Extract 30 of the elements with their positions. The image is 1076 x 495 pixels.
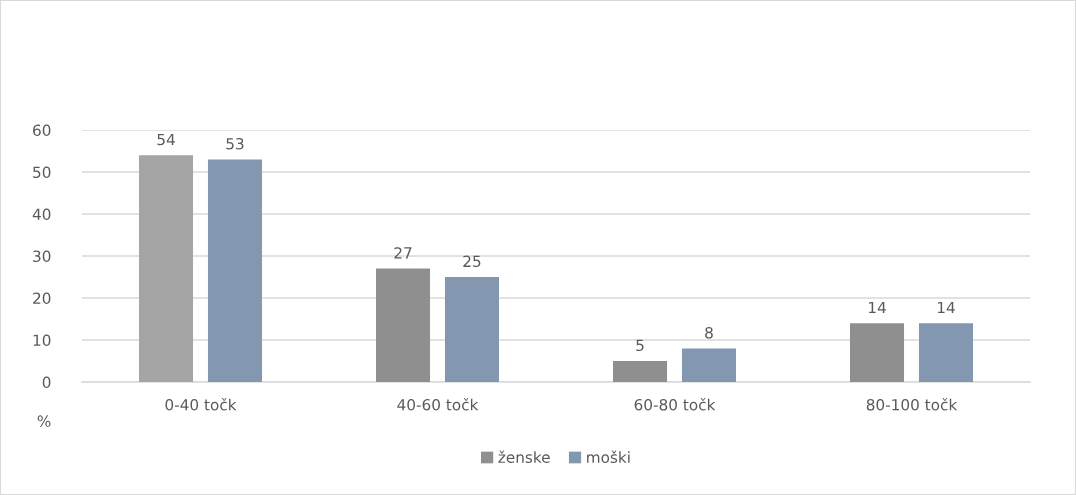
- legend-label: ženske: [498, 450, 550, 464]
- x-tick-label: 40-60 točk: [397, 398, 479, 411]
- data-label: 25: [463, 255, 481, 268]
- x-tick-label: 0-40 točk: [165, 398, 237, 411]
- y-tick-label: 50: [33, 166, 51, 179]
- bar: [613, 361, 668, 382]
- x-tick-label: 80-100 točk: [866, 398, 958, 411]
- y-axis-title: %: [37, 415, 51, 427]
- data-label: 8: [705, 326, 713, 339]
- y-tick-label: 30: [33, 250, 51, 263]
- y-tick-label: 20: [33, 292, 51, 305]
- y-tick-label: 60: [33, 124, 51, 137]
- bar: [850, 323, 905, 382]
- data-label: 54: [157, 133, 175, 146]
- bar: [207, 159, 262, 382]
- bar: [139, 155, 194, 382]
- y-tick-label: 0: [42, 376, 51, 389]
- y-tick-label: 40: [32, 208, 51, 221]
- bar: [376, 268, 431, 382]
- x-tick-label: 60-80 točk: [634, 398, 716, 411]
- data-label: 5: [636, 339, 644, 352]
- bar: [681, 348, 736, 382]
- bar: [918, 323, 973, 382]
- data-label: 53: [226, 137, 244, 150]
- bar: [444, 277, 499, 382]
- data-label: 14: [937, 301, 955, 314]
- data-label: 14: [868, 301, 886, 314]
- y-tick-label: 10: [33, 334, 51, 347]
- data-label: 27: [394, 247, 412, 259]
- legend-label: moški: [587, 450, 630, 464]
